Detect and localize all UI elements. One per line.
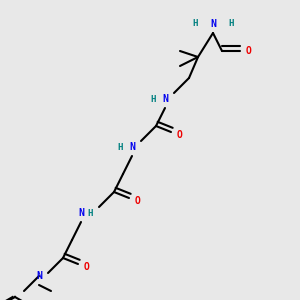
Text: H: H: [87, 208, 93, 217]
Text: O: O: [84, 262, 90, 272]
Text: H: H: [192, 20, 198, 28]
Text: O: O: [246, 46, 252, 56]
Text: N: N: [129, 142, 135, 152]
Text: H: H: [150, 94, 156, 103]
Text: N: N: [78, 208, 84, 218]
Text: O: O: [177, 130, 183, 140]
Text: N: N: [162, 94, 168, 104]
Text: N: N: [36, 271, 42, 281]
Text: O: O: [135, 196, 141, 206]
Text: N: N: [210, 19, 216, 29]
Text: H: H: [117, 142, 123, 152]
Text: H: H: [228, 20, 234, 28]
